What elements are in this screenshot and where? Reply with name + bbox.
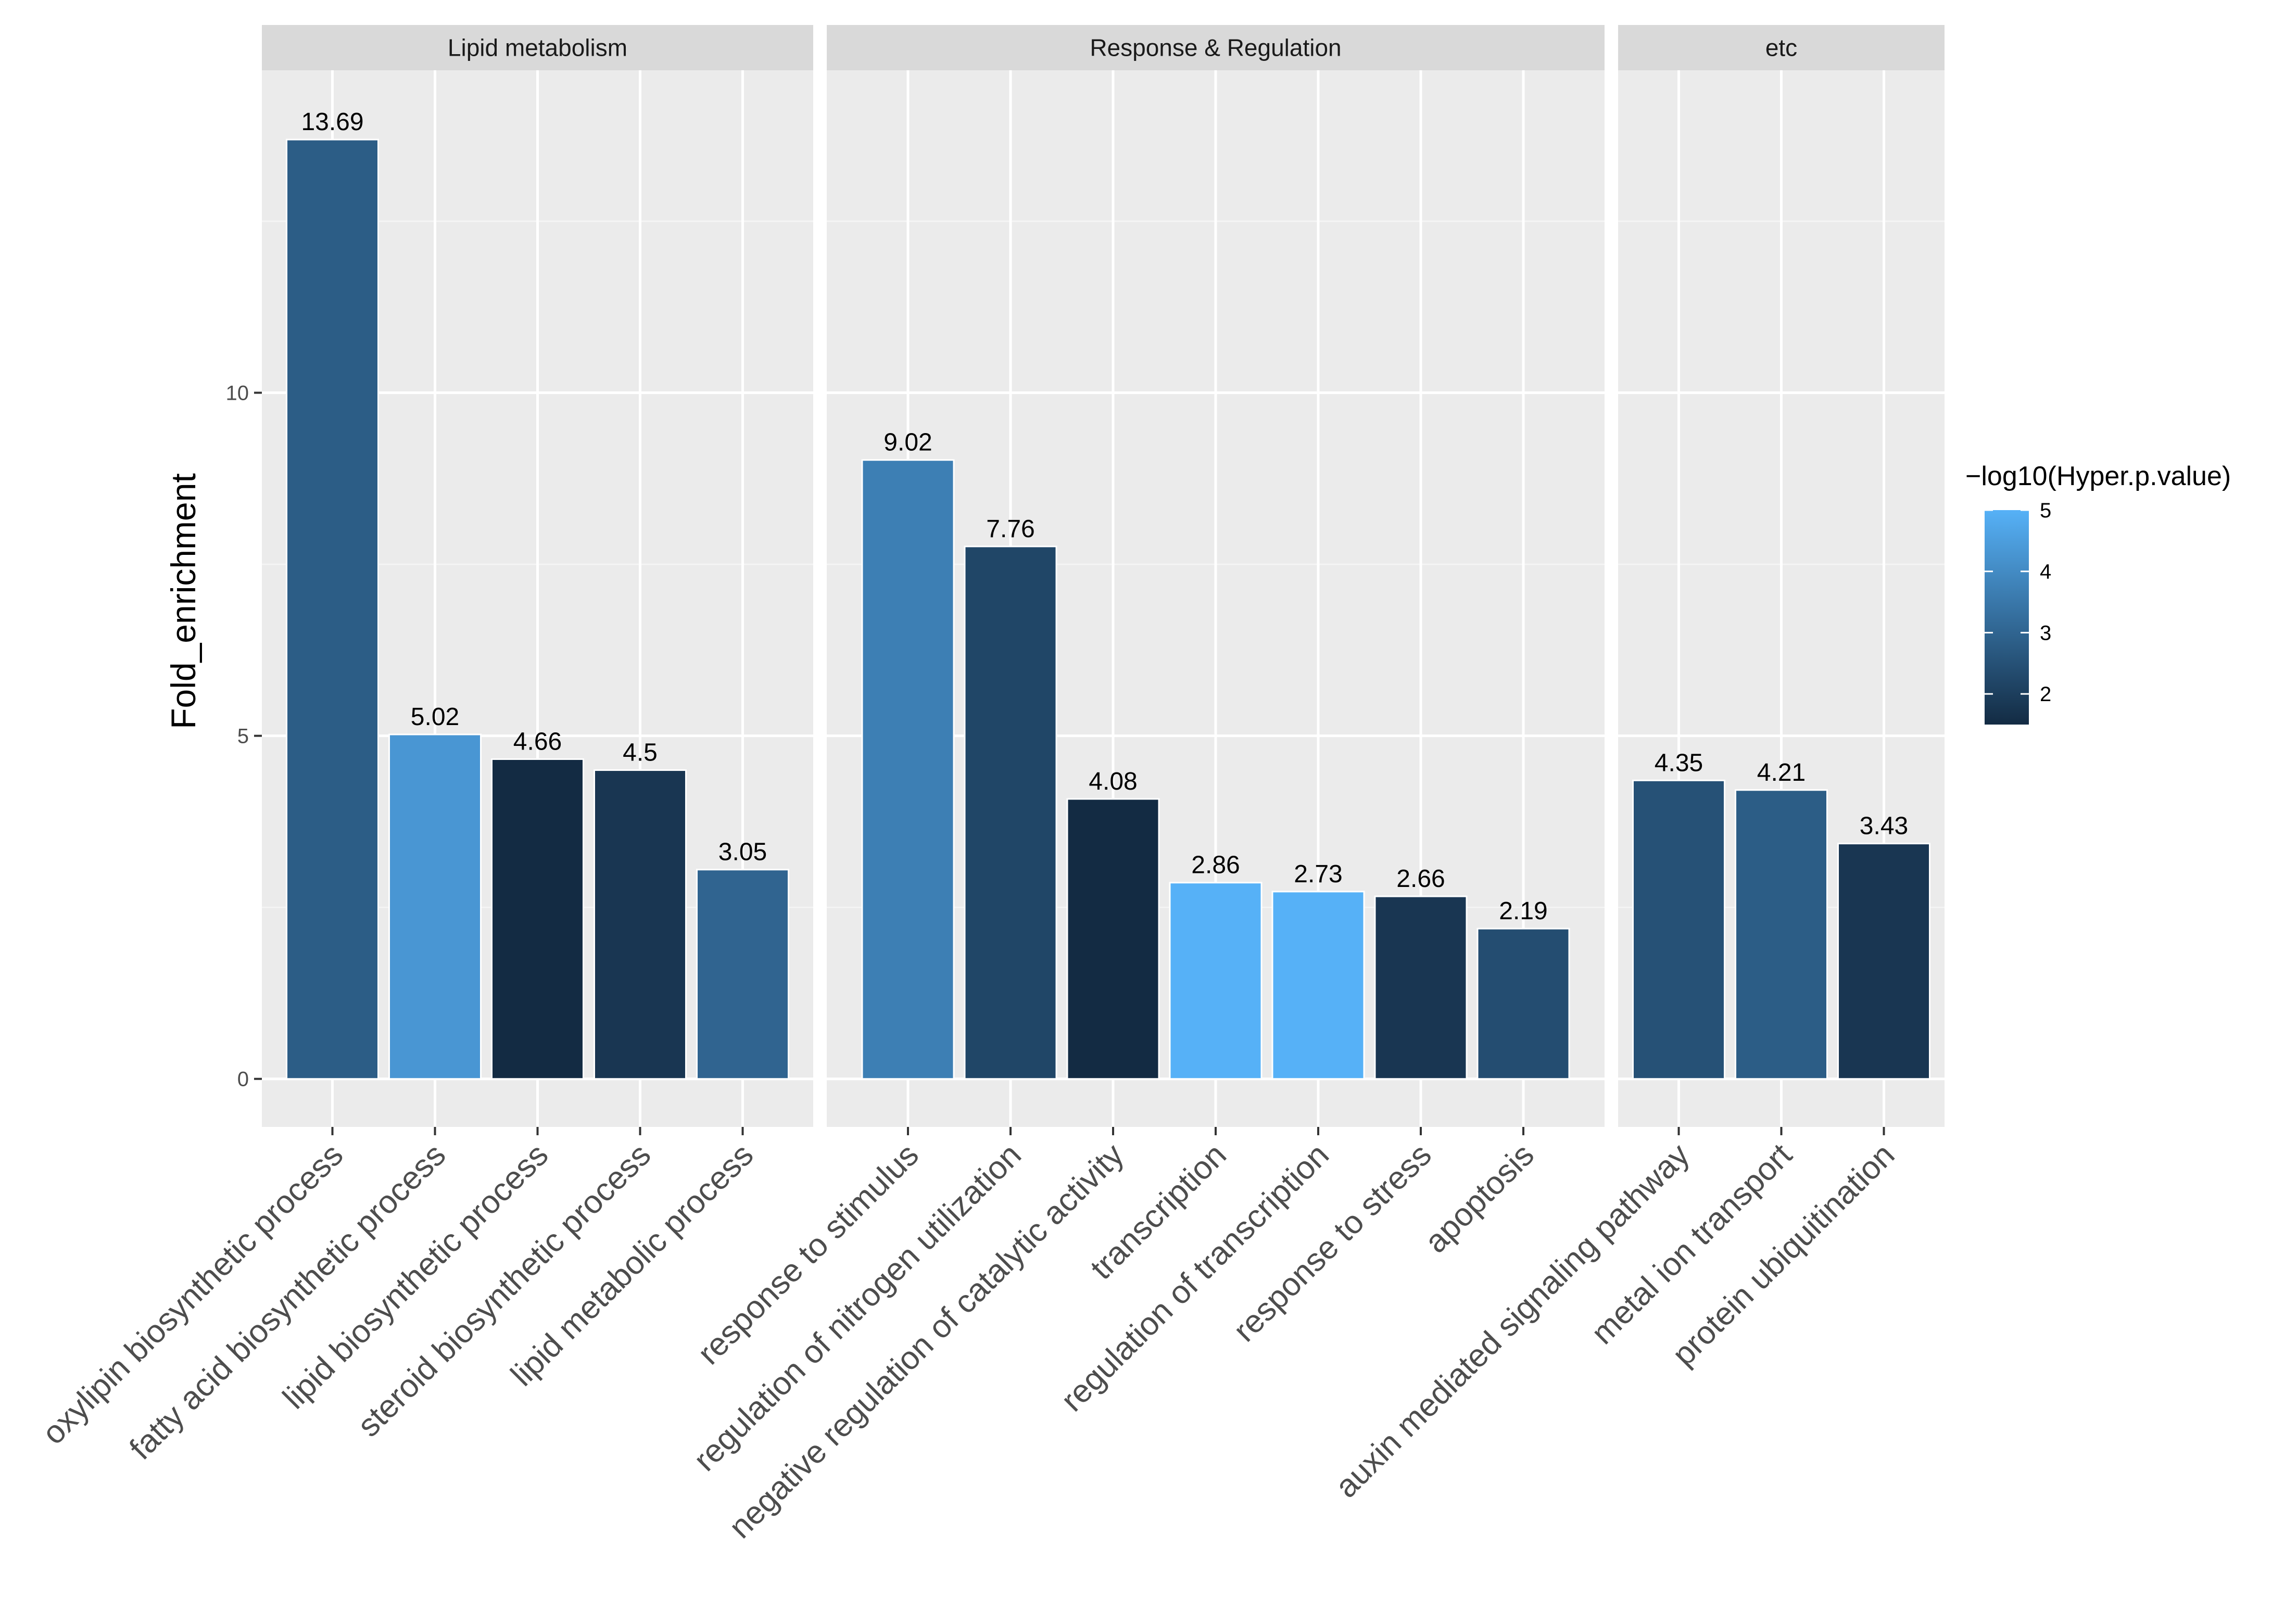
bar-value-label: 3.05 [718,839,767,866]
y-tick-label: 5 [237,725,249,748]
bar [964,545,1057,1080]
bar-value-label: 3.43 [1860,813,1908,840]
legend-tick-label: 3 [2040,621,2051,644]
bar-value-label: 7.76 [986,515,1034,543]
bar [1066,798,1160,1080]
facet-strip-label: Response & Regulation [1090,34,1341,61]
legend-title: −log10(Hyper.p.value) [1965,461,2231,491]
y-axis: 0 5 10 [226,382,262,1091]
bar-value-label: 2.73 [1294,860,1342,888]
bar-value-label: 4.5 [623,739,658,767]
y-axis-title: Fold_enrichment [164,473,203,729]
bar [491,758,584,1080]
bar-value-label: 13.69 [301,108,363,136]
bar-value-label: 5.02 [411,703,459,731]
bar [388,733,482,1080]
bar-value-label: 4.35 [1655,749,1703,777]
bar [1271,891,1365,1080]
legend-ticks: 2 3 4 5 [1985,499,2051,706]
facet-strip [1618,25,1945,70]
bar [286,138,379,1080]
facet-strip-label: etc [1765,34,1797,61]
bar-value-label: 4.66 [513,728,562,755]
legend-tick-label: 4 [2040,561,2051,583]
bar [1837,843,1930,1080]
y-tick-label: 0 [237,1068,249,1091]
bar [1735,789,1828,1080]
x-tick-label: apoptosis [1418,1137,1541,1260]
legend-colorbar [1985,510,2029,725]
facet-strip-label: Lipid metabolism [448,34,627,61]
bar [594,769,687,1080]
bar-value-label: 2.19 [1499,897,1547,925]
bar [696,869,789,1080]
x-tick-label: metal ion transport [1585,1137,1799,1351]
bar-value-label: 2.86 [1191,852,1240,879]
bar [1632,779,1725,1080]
bar-value-label: 4.21 [1757,759,1806,786]
facet-strip [262,25,813,70]
bar-value-label: 4.08 [1089,768,1137,795]
facet-strip [827,25,1605,70]
bar-value-label: 9.02 [883,429,932,456]
y-tick-label: 10 [226,382,249,405]
legend-tick-label: 5 [2040,499,2051,522]
bar [1476,928,1570,1080]
x-tick-label: response to stress [1227,1137,1438,1349]
x-tick-label: negative regulation of catalytic activit… [722,1137,1131,1545]
bar-value-label: 2.66 [1396,865,1445,893]
legend-tick-label: 2 [2040,683,2051,706]
color-legend: −log10(Hyper.p.value) 2 3 4 5 [1965,461,2231,725]
bar [1169,882,1263,1080]
bar [1374,895,1468,1080]
bar [861,459,955,1080]
